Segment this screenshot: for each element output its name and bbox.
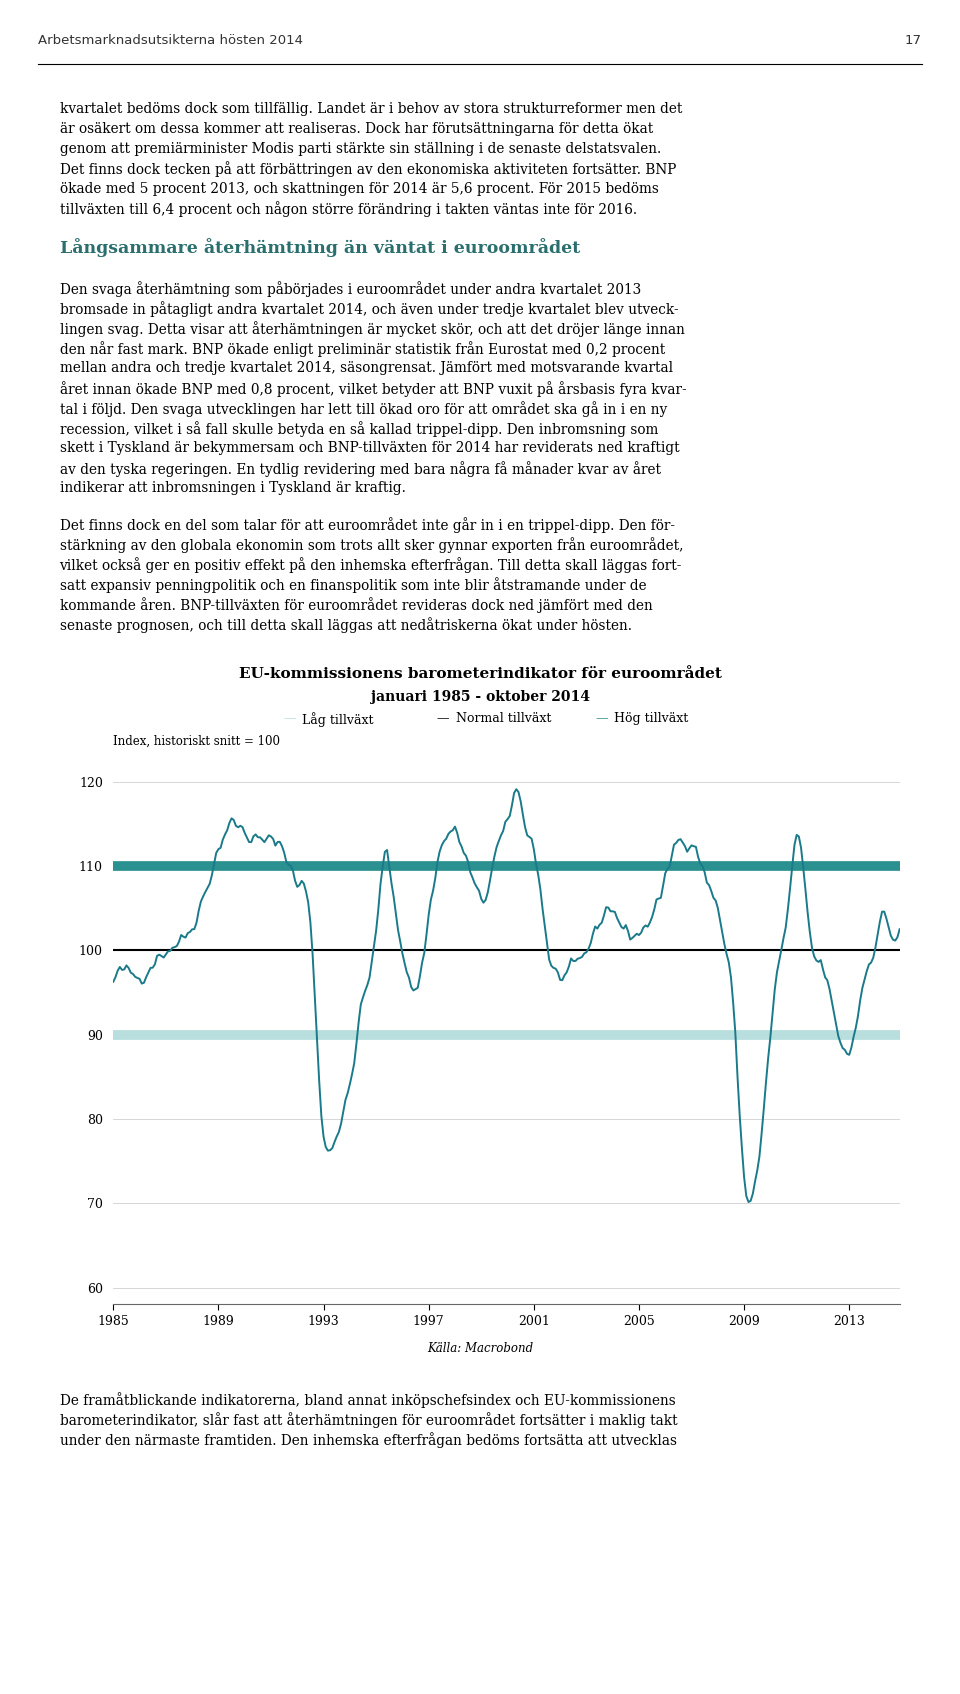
Text: januari 1985 - oktober 2014: januari 1985 - oktober 2014 [371, 689, 589, 703]
Text: kvartalet bedöms dock som tillfällig. Landet är i behov av stora strukturreforme: kvartalet bedöms dock som tillfällig. La… [60, 102, 682, 115]
Text: Det finns dock en del som talar för att euroområdet inte går in i en trippel-dip: Det finns dock en del som talar för att … [60, 517, 675, 532]
Text: tillväxten till 6,4 procent och någon större förändring i takten väntas inte för: tillväxten till 6,4 procent och någon st… [60, 202, 636, 217]
Text: satt expansiv penningpolitik och en finanspolitik som inte blir åtstramande unde: satt expansiv penningpolitik och en fina… [60, 576, 646, 593]
Text: —: — [283, 713, 296, 725]
Text: stärkning av den globala ekonomin som trots allt sker gynnar exporten från euroo: stärkning av den globala ekonomin som tr… [60, 537, 683, 552]
Text: är osäkert om dessa kommer att realiseras. Dock har förutsättningarna för detta : är osäkert om dessa kommer att realisera… [60, 122, 653, 136]
Text: senaste prognosen, och till detta skall läggas att nedåtriskerna ökat under höst: senaste prognosen, och till detta skall … [60, 617, 632, 632]
Text: Låg tillväxt: Låg tillväxt [302, 713, 373, 727]
Text: —: — [437, 713, 449, 725]
Text: recession, vilket i så fall skulle betyda en så kallad trippel-dipp. Den inbroms: recession, vilket i så fall skulle betyd… [60, 420, 658, 437]
Text: skett i Tyskland är bekymmersam och BNP-tillväxten för 2014 har reviderats ned k: skett i Tyskland är bekymmersam och BNP-… [60, 440, 679, 456]
Text: 17: 17 [904, 34, 922, 47]
Text: EU-kommissionens barometerindikator för euroområdet: EU-kommissionens barometerindikator för … [239, 667, 721, 681]
Text: Källa: Macrobond: Källa: Macrobond [427, 1342, 533, 1355]
Text: Arbetsmarknadsutsikterna hösten 2014: Arbetsmarknadsutsikterna hösten 2014 [38, 34, 303, 47]
Text: under den närmaste framtiden. Den inhemska efterfrågan bedöms fortsätta att utve: under den närmaste framtiden. Den inhems… [60, 1433, 677, 1448]
Text: De framåtblickande indikatorerna, bland annat inköpschefsindex och EU-kommission: De framåtblickande indikatorerna, bland … [60, 1392, 675, 1408]
Text: mellan andra och tredje kvartalet 2014, säsongrensat. Jämfört med motsvarande kv: mellan andra och tredje kvartalet 2014, … [60, 361, 673, 374]
Text: Det finns dock tecken på att förbättringen av den ekonomiska aktiviteten fortsät: Det finns dock tecken på att förbättring… [60, 161, 676, 178]
Text: av den tyska regeringen. En tydlig revidering med bara några få månader kvar av : av den tyska regeringen. En tydlig revid… [60, 461, 660, 476]
Text: lingen svag. Detta visar att återhämtningen är mycket skör, och att det dröjer l: lingen svag. Detta visar att återhämtnin… [60, 320, 684, 337]
Text: Den svaga återhämtning som påbörjades i euroområdet under andra kvartalet 2013: Den svaga återhämtning som påbörjades i … [60, 281, 640, 296]
Text: indikerar att inbromsningen i Tyskland är kraftig.: indikerar att inbromsningen i Tyskland ä… [60, 481, 405, 495]
Text: genom att premiärminister Modis parti stärkte sin ställning i de senaste delstat: genom att premiärminister Modis parti st… [60, 142, 660, 156]
Text: Hög tillväxt: Hög tillväxt [614, 713, 688, 725]
Text: året innan ökade BNP med 0,8 procent, vilket betyder att BNP vuxit på årsbasis f: året innan ökade BNP med 0,8 procent, vi… [60, 381, 686, 396]
Text: kommande åren. BNP-tillväxten för euroområdet revideras dock ned jämfört med den: kommande åren. BNP-tillväxten för euroom… [60, 596, 652, 613]
Text: tal i följd. Den svaga utvecklingen har lett till ökad oro för att området ska g: tal i följd. Den svaga utvecklingen har … [60, 401, 667, 417]
Text: bromsade in påtagligt andra kvartalet 2014, och även under tredje kvartalet blev: bromsade in påtagligt andra kvartalet 20… [60, 302, 678, 317]
Text: barometerindikator, slår fast att återhämtningen för euroområdet fortsätter i ma: barometerindikator, slår fast att återhä… [60, 1413, 677, 1428]
Text: Långsammare återhämtning än väntat i euroområdet: Långsammare återhämtning än väntat i eur… [60, 237, 580, 256]
Text: vilket också ger en positiv effekt på den inhemska efterfrågan. Till detta skall: vilket också ger en positiv effekt på de… [60, 557, 682, 573]
Text: den når fast mark. BNP ökade enligt preliminär statistik från Eurostat med 0,2 p: den når fast mark. BNP ökade enligt prel… [60, 340, 664, 357]
Text: ökade med 5 procent 2013, och skattningen för 2014 är 5,6 procent. För 2015 bedö: ökade med 5 procent 2013, och skattninge… [60, 181, 659, 195]
Text: Index, historiskt snitt = 100: Index, historiskt snitt = 100 [113, 735, 280, 747]
Text: —: — [595, 713, 608, 725]
Text: Normal tillväxt: Normal tillväxt [456, 713, 551, 725]
